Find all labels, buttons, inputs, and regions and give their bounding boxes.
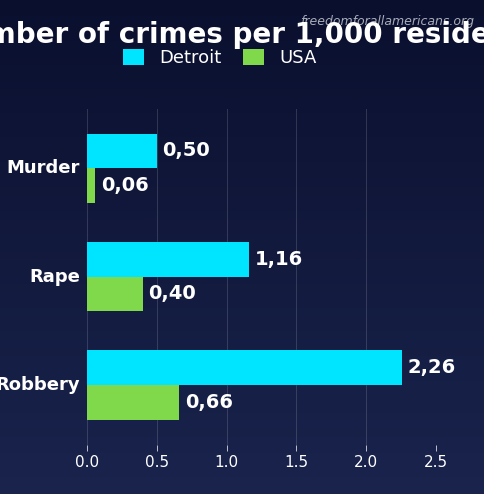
Bar bbox=[87, 242, 249, 277]
Text: freedomforallamericans.org: freedomforallamericans.org bbox=[300, 15, 474, 28]
Text: 2,26: 2,26 bbox=[408, 358, 456, 377]
Text: Robbery: Robbery bbox=[0, 376, 80, 394]
Text: Murder: Murder bbox=[7, 159, 80, 177]
Bar bbox=[87, 168, 95, 203]
Text: Rape: Rape bbox=[29, 268, 80, 286]
Text: 0,66: 0,66 bbox=[185, 393, 233, 412]
Text: 1,16: 1,16 bbox=[255, 250, 302, 269]
Text: Number of crimes per 1,000 residents: Number of crimes per 1,000 residents bbox=[0, 21, 484, 49]
Bar bbox=[87, 350, 402, 385]
Text: 0,50: 0,50 bbox=[163, 141, 210, 161]
Text: 0,40: 0,40 bbox=[149, 285, 196, 303]
Bar bbox=[87, 277, 143, 311]
Legend: Detroit, USA: Detroit, USA bbox=[117, 44, 322, 73]
Bar bbox=[87, 385, 179, 420]
Bar bbox=[87, 133, 157, 168]
Text: 0,06: 0,06 bbox=[101, 176, 149, 195]
